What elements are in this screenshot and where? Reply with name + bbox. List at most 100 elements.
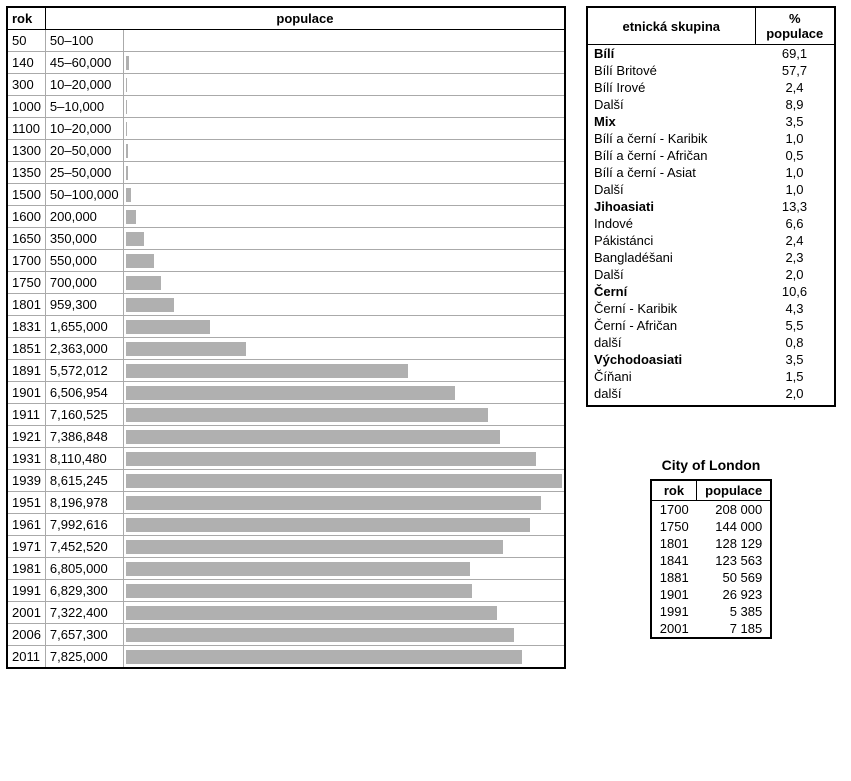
table-row: 1700208 000 (651, 501, 772, 519)
table-row: Indové6,6 (587, 215, 835, 232)
population-bar (126, 210, 136, 224)
table-row: Černí10,6 (587, 283, 835, 300)
population-year: 1750 (7, 272, 45, 294)
population-value-label: 700,000 (45, 272, 123, 294)
population-bar (126, 518, 531, 532)
population-value-label: 6,829,300 (45, 580, 123, 602)
table-row: 19916,829,300 (7, 580, 565, 602)
population-value-label: 50–100,000 (45, 184, 123, 206)
ethnic-group-pct: 2,0 (755, 385, 835, 406)
table-row: 1700550,000 (7, 250, 565, 272)
table-row: Východoasiati3,5 (587, 351, 835, 368)
population-year: 1991 (7, 580, 45, 602)
ethnic-group-pct: 1,5 (755, 368, 835, 385)
page-layout: rok populace 5050–10014045–60,00030010–2… (6, 6, 845, 669)
city-year: 1700 (651, 501, 697, 519)
table-row: 18311,655,000 (7, 316, 565, 338)
population-value-label: 8,615,245 (45, 470, 123, 492)
table-row: 18512,363,000 (7, 338, 565, 360)
city-population: 128 129 (697, 535, 772, 552)
table-row: Bílí a černí - Karibik1,0 (587, 130, 835, 147)
population-year: 1981 (7, 558, 45, 580)
table-row: 19717,452,520 (7, 536, 565, 558)
population-year: 1600 (7, 206, 45, 228)
population-bar-cell (123, 624, 565, 646)
table-row: Bílí a černí - Asiat1,0 (587, 164, 835, 181)
table-row: Bílí Irové2,4 (587, 79, 835, 96)
population-bar-cell (123, 470, 565, 492)
population-bar-cell (123, 140, 565, 162)
table-row: 19016,506,954 (7, 382, 565, 404)
ethnic-group-pct: 3,5 (755, 351, 835, 368)
population-bar-cell (123, 316, 565, 338)
city-year: 1881 (651, 569, 697, 586)
ethnic-group-name: Bílí (587, 45, 755, 63)
ethnic-group-pct: 69,1 (755, 45, 835, 63)
population-bar-cell (123, 250, 565, 272)
right-column: etnická skupina % populace Bílí69,1Bílí … (586, 6, 836, 639)
population-bar (126, 364, 408, 378)
table-row: 1801128 129 (651, 535, 772, 552)
city-of-london-block: City of London rok populace 1700208 0001… (586, 457, 836, 639)
population-bar (126, 628, 514, 642)
population-year: 1801 (7, 294, 45, 316)
city-of-london-title: City of London (586, 457, 836, 473)
table-row: 5050–100 (7, 30, 565, 52)
table-row: 19617,992,616 (7, 514, 565, 536)
table-row: další0,8 (587, 334, 835, 351)
table-row: Bílí Britové57,7 (587, 62, 835, 79)
table-row: 19518,196,978 (7, 492, 565, 514)
table-row: 1600200,000 (7, 206, 565, 228)
population-bar-cell (123, 338, 565, 360)
population-value-label: 8,110,480 (45, 448, 123, 470)
ethnic-group-pct: 0,5 (755, 147, 835, 164)
population-value-label: 6,805,000 (45, 558, 123, 580)
ethnic-group-pct: 6,6 (755, 215, 835, 232)
ethnic-group-name: Mix (587, 113, 755, 130)
ethnic-group-pct: 57,7 (755, 62, 835, 79)
ethnic-group-pct: 8,9 (755, 96, 835, 113)
city-year: 1801 (651, 535, 697, 552)
population-year: 1951 (7, 492, 45, 514)
city-year: 1841 (651, 552, 697, 569)
population-value-label: 10–20,000 (45, 118, 123, 140)
population-bar (126, 78, 127, 92)
population-bar (126, 584, 472, 598)
city-population: 208 000 (697, 501, 772, 519)
population-bar (126, 254, 154, 268)
population-value-label: 20–50,000 (45, 140, 123, 162)
population-bar (126, 452, 537, 466)
table-row: Černí - Afričan5,5 (587, 317, 835, 334)
table-row: Bílí69,1 (587, 45, 835, 63)
table-row: Mix3,5 (587, 113, 835, 130)
ethnic-group-name: Další (587, 181, 755, 198)
population-bar (126, 386, 455, 400)
table-row: 30010–20,000 (7, 74, 565, 96)
population-year: 50 (7, 30, 45, 52)
ethnic-group-name: Černí (587, 283, 755, 300)
population-table-header-row: rok populace (7, 7, 565, 30)
ethnic-group-name: Bílí Britové (587, 62, 755, 79)
population-bar (126, 122, 127, 136)
population-year: 1921 (7, 426, 45, 448)
ethnic-group-name: Bílí a černí - Karibik (587, 130, 755, 147)
ethnic-group-pct: 1,0 (755, 164, 835, 181)
population-bar-cell (123, 492, 565, 514)
population-year: 140 (7, 52, 45, 74)
population-value-label: 550,000 (45, 250, 123, 272)
population-bar (126, 232, 144, 246)
population-value-label: 7,452,520 (45, 536, 123, 558)
population-bar-cell (123, 580, 565, 602)
population-value-label: 350,000 (45, 228, 123, 250)
population-year: 1000 (7, 96, 45, 118)
population-bar (126, 496, 541, 510)
city-year: 2001 (651, 620, 697, 638)
population-year: 1911 (7, 404, 45, 426)
population-value-label: 7,825,000 (45, 646, 123, 669)
city-population: 144 000 (697, 518, 772, 535)
ethnic-group-name: Černí - Afričan (587, 317, 755, 334)
population-bar-cell (123, 360, 565, 382)
population-year: 1971 (7, 536, 45, 558)
table-row: 188150 569 (651, 569, 772, 586)
city-population: 7 185 (697, 620, 772, 638)
